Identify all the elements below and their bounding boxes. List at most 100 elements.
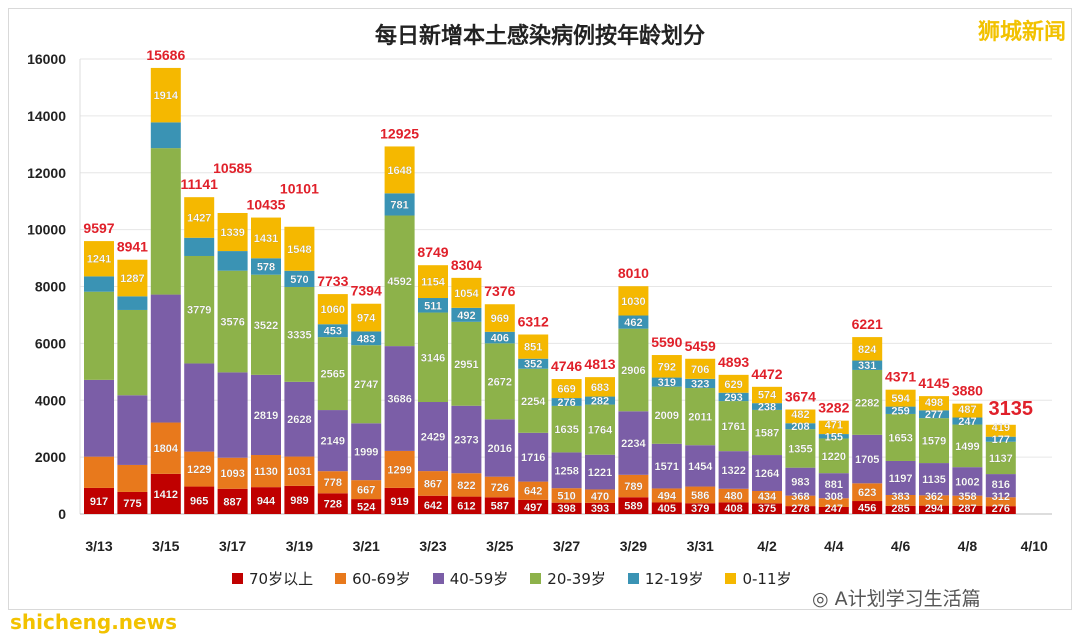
bar-segment bbox=[618, 315, 649, 329]
data-label: 726 bbox=[491, 482, 509, 494]
legend: 70岁以上 60-69岁 40-59岁 20-39岁 12-19岁 0-11岁 bbox=[232, 568, 792, 589]
x-tick-label: 4/4 bbox=[824, 538, 844, 554]
data-label: 276 bbox=[557, 397, 575, 409]
data-label: 2149 bbox=[321, 436, 345, 448]
bar-segment bbox=[585, 502, 615, 514]
bar-segment bbox=[217, 270, 248, 373]
data-label: 1653 bbox=[888, 432, 912, 444]
data-label: 358 bbox=[958, 491, 976, 503]
bar-segment bbox=[618, 474, 649, 498]
data-label: 683 bbox=[591, 382, 609, 394]
bar-segment bbox=[818, 434, 849, 439]
bar-segment bbox=[251, 487, 281, 514]
brand-watermark: 狮城新闻 bbox=[977, 20, 1066, 45]
bar-segment bbox=[852, 483, 883, 502]
y-tick-label: 16000 bbox=[27, 51, 66, 67]
bar-segment bbox=[618, 497, 649, 514]
data-label: 3779 bbox=[187, 305, 211, 317]
bar-segment bbox=[518, 334, 549, 359]
bar-segment bbox=[117, 464, 148, 492]
bar-segment bbox=[418, 471, 448, 496]
bar-segment bbox=[852, 434, 883, 484]
data-label: 887 bbox=[223, 496, 241, 508]
x-tick-label: 3/21 bbox=[353, 538, 380, 554]
bar-segment bbox=[451, 405, 482, 474]
total-label: 3674 bbox=[785, 389, 816, 405]
bar-segment bbox=[518, 499, 549, 514]
data-label: 323 bbox=[691, 378, 709, 390]
bar-segment bbox=[284, 286, 315, 382]
bar-segment bbox=[685, 378, 716, 389]
data-label: 822 bbox=[457, 480, 475, 492]
bar-segment bbox=[384, 215, 415, 347]
bar-segment bbox=[852, 337, 883, 361]
bar-segment bbox=[484, 476, 515, 498]
bar-segment bbox=[150, 473, 181, 514]
data-label: 789 bbox=[624, 481, 642, 493]
bar-segment bbox=[184, 363, 215, 452]
data-label: 574 bbox=[758, 390, 777, 402]
bar-segment bbox=[418, 402, 448, 472]
bar-segment bbox=[551, 502, 582, 514]
bar-segment bbox=[251, 374, 281, 456]
x-tick-label: 3/31 bbox=[687, 538, 714, 554]
bar-segment bbox=[284, 270, 315, 287]
total-label: 4813 bbox=[584, 356, 615, 372]
data-label: 510 bbox=[557, 490, 575, 502]
bar-segment bbox=[484, 304, 515, 332]
bar-segment bbox=[952, 417, 983, 425]
data-label: 1454 bbox=[688, 461, 713, 473]
bar-segment bbox=[518, 368, 549, 433]
data-label: 1999 bbox=[354, 447, 378, 459]
data-label: 453 bbox=[324, 326, 342, 338]
y-tick-label: 12000 bbox=[27, 165, 66, 181]
data-label: 4592 bbox=[387, 276, 411, 288]
data-label: 247 bbox=[958, 416, 976, 428]
data-label: 462 bbox=[624, 317, 642, 329]
data-label: 2009 bbox=[655, 410, 679, 422]
data-label: 352 bbox=[524, 359, 542, 371]
bar-segment bbox=[885, 406, 916, 414]
total-label: 6221 bbox=[852, 316, 883, 332]
total-label: 15686 bbox=[146, 47, 185, 63]
total-label: 7733 bbox=[317, 273, 348, 289]
data-label: 944 bbox=[257, 496, 276, 508]
data-label: 405 bbox=[658, 503, 676, 515]
y-tick-label: 0 bbox=[58, 506, 66, 522]
bar-segment bbox=[685, 445, 716, 487]
bar-segment bbox=[284, 226, 315, 271]
x-tick-label: 3/17 bbox=[219, 538, 246, 554]
total-label: 3880 bbox=[952, 383, 983, 399]
y-tick-label: 8000 bbox=[35, 279, 66, 295]
bar-segment bbox=[150, 422, 181, 474]
bar-segment bbox=[885, 495, 916, 506]
legend-item: 20-39岁 bbox=[530, 568, 606, 589]
x-tick-label: 3/13 bbox=[85, 538, 112, 554]
data-label: 287 bbox=[958, 503, 976, 515]
bar-segment bbox=[217, 488, 248, 514]
data-label: 393 bbox=[591, 503, 609, 515]
data-label: 1579 bbox=[922, 436, 946, 448]
bar-segment bbox=[752, 386, 782, 404]
bar-segment bbox=[317, 410, 348, 472]
bar-segment bbox=[317, 471, 348, 494]
bar-segment bbox=[852, 360, 883, 370]
data-label: 247 bbox=[825, 503, 843, 515]
data-label: 1299 bbox=[387, 464, 411, 476]
bar-segment bbox=[885, 389, 916, 407]
bar-segment bbox=[718, 451, 749, 489]
data-label: 589 bbox=[624, 501, 642, 513]
data-label: 312 bbox=[992, 491, 1010, 503]
site-watermark: shicheng.news bbox=[10, 610, 177, 634]
data-label: 419 bbox=[992, 422, 1010, 434]
data-label: 1030 bbox=[621, 296, 645, 308]
bar-segment bbox=[985, 497, 1016, 507]
data-label: 2951 bbox=[454, 359, 478, 371]
legend-item: 0-11岁 bbox=[725, 568, 792, 589]
bar-segment bbox=[384, 193, 415, 216]
data-label: 1716 bbox=[521, 452, 545, 464]
bar-segment bbox=[752, 503, 782, 514]
total-label: 10101 bbox=[280, 181, 319, 197]
bar-segment bbox=[351, 480, 382, 500]
y-tick-label: 10000 bbox=[27, 222, 66, 238]
